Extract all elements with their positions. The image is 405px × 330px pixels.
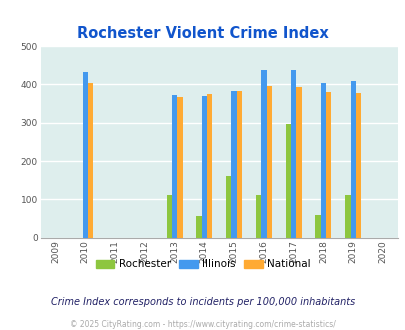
Bar (255, 195, 260, 238)
Bar (166, 195, 171, 238)
Bar (196, 216, 201, 238)
Bar (88, 82, 93, 238)
Bar (290, 70, 296, 238)
Bar (226, 176, 231, 238)
Bar (266, 85, 271, 238)
Bar (344, 195, 350, 238)
Bar (325, 92, 330, 238)
Text: © 2025 CityRating.com - https://www.cityrating.com/crime-statistics/: © 2025 CityRating.com - https://www.city… (70, 319, 335, 329)
Bar (315, 214, 320, 238)
Legend: Rochester, Illinois, National: Rochester, Illinois, National (91, 255, 314, 274)
Bar (355, 92, 360, 238)
Bar (207, 94, 212, 238)
Bar (285, 124, 290, 238)
Bar (320, 82, 325, 238)
Text: Rochester Violent Crime Index: Rochester Violent Crime Index (77, 25, 328, 41)
Text: Crime Index corresponds to incidents per 100,000 inhabitants: Crime Index corresponds to incidents per… (51, 297, 354, 307)
Bar (82, 72, 88, 238)
Bar (177, 97, 182, 238)
Bar (296, 87, 301, 238)
Bar (231, 91, 236, 238)
Bar (236, 91, 241, 238)
Bar (350, 82, 355, 238)
Bar (260, 70, 266, 238)
Bar (201, 96, 207, 238)
Bar (171, 95, 177, 238)
